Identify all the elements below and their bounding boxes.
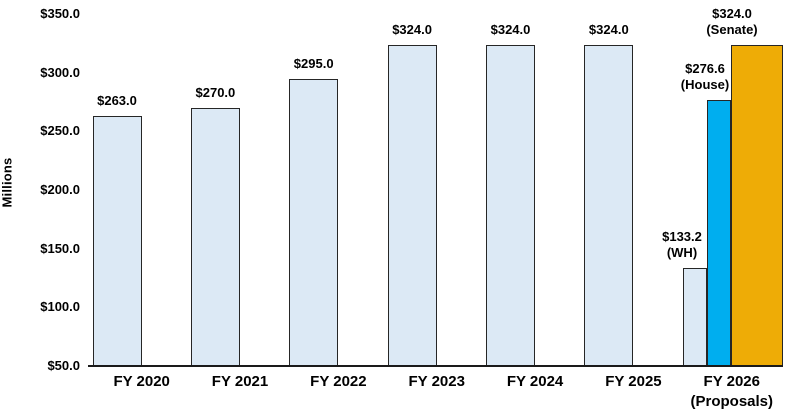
x-axis-label-fy-2026: FY 2026 (Proposals) [690, 373, 774, 410]
bar-value-label: $324.0 (Senate) [706, 5, 758, 37]
bar-value-label: $263.0 [97, 93, 137, 109]
bar-fy-2022 [289, 78, 339, 366]
bar-value-label: $324.0 [588, 21, 629, 37]
y-axis-tick-label: $300.0 [40, 64, 80, 80]
y-axis-tick-label: $250.0 [40, 123, 80, 139]
bar-value-label: $324.0 [490, 21, 531, 37]
y-axis-tick-label: $350.0 [40, 6, 80, 21]
bar-value-label: $324.0 [392, 21, 432, 37]
y-axis-tick-label: $200.0 [40, 182, 80, 197]
bar-fy-2023 [387, 44, 437, 366]
bar-value-label: $295.0 [293, 55, 334, 71]
bar-fy-2026-house [706, 100, 731, 366]
y-axis-tick-label: $150.0 [40, 240, 80, 256]
bar-value-label: $270.0 [195, 84, 236, 100]
x-axis-label-fy-2025: FY 2025 [605, 373, 662, 390]
bar-fy-2024 [486, 44, 535, 366]
bar-value-label: $276.6 (House) [680, 61, 730, 93]
bar-fy-2026-senate [730, 44, 783, 366]
x-axis-label-fy-2021: FY 2021 [211, 373, 269, 390]
bar-fy-2020 [92, 116, 142, 366]
x-axis-line [88, 365, 783, 367]
x-axis-label-fy-2023: FY 2023 [408, 373, 465, 390]
x-axis-label-fy-2022: FY 2022 [310, 373, 367, 390]
bar-fy-2025 [584, 44, 634, 366]
y-axis-tick-label: $50.0 [47, 358, 80, 373]
x-axis-label-fy-2020: FY 2020 [113, 373, 170, 390]
x-axis-label-fy-2024: FY 2024 [506, 373, 564, 390]
y-axis-tick-label: $100.0 [40, 299, 80, 315]
bar-fy-2021 [190, 107, 240, 366]
bar-fy-2026-wh [682, 268, 707, 366]
bar-value-label: $133.2 (WH) [662, 229, 702, 261]
